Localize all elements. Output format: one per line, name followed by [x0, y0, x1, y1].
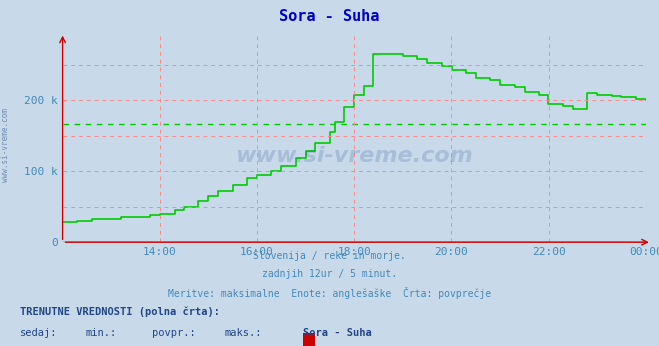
- Text: povpr.:: povpr.:: [152, 328, 195, 338]
- Text: min.:: min.:: [86, 328, 117, 338]
- Text: TRENUTNE VREDNOSTI (polna črta):: TRENUTNE VREDNOSTI (polna črta):: [20, 306, 219, 317]
- Text: Meritve: maksimalne  Enote: anglešaške  Črta: povprečje: Meritve: maksimalne Enote: anglešaške Čr…: [168, 287, 491, 299]
- Text: Sora - Suha: Sora - Suha: [303, 328, 372, 338]
- Text: maks.:: maks.:: [224, 328, 262, 338]
- Text: zadnjih 12ur / 5 minut.: zadnjih 12ur / 5 minut.: [262, 269, 397, 279]
- Text: Slovenija / reke in morje.: Slovenija / reke in morje.: [253, 251, 406, 261]
- Text: sedaj:: sedaj:: [20, 328, 57, 338]
- Text: www.si-vreme.com: www.si-vreme.com: [235, 146, 473, 166]
- Text: Sora - Suha: Sora - Suha: [279, 9, 380, 24]
- Text: www.si-vreme.com: www.si-vreme.com: [1, 108, 10, 182]
